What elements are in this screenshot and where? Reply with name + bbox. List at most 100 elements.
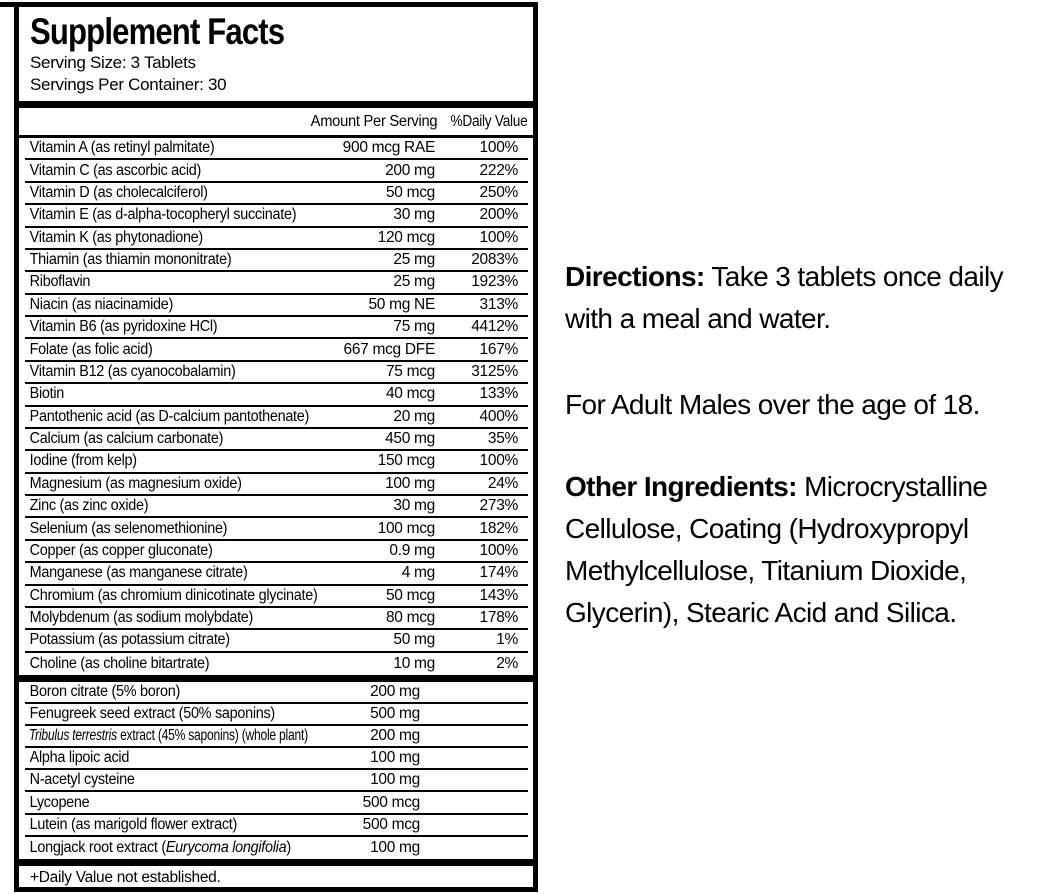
- daily-value: 273%: [479, 497, 519, 515]
- table-row: Magnesium (as magnesium oxide) 100 mg 24%: [25, 474, 528, 496]
- amount-value: 120 mcg: [377, 228, 436, 246]
- panel-title: Supplement Facts: [30, 11, 285, 52]
- amount-value: 450 mg: [385, 430, 435, 448]
- amount-value: 4 mg: [401, 564, 436, 582]
- table-row: Niacin (as niacinamide) 50 mg NE 313%: [25, 295, 528, 317]
- table-row: Vitamin C (as ascorbic acid) 200 mg 222%: [25, 160, 528, 183]
- nutrient-name: Vitamin E (as d-alpha-tocopheryl succina…: [29, 206, 297, 224]
- directions-paragraph: Directions: Take 3 tablets once daily wi…: [565, 256, 1051, 340]
- amount-value: 25 mg: [393, 251, 435, 269]
- amount-value: 100 mg: [385, 474, 435, 492]
- amount-value: 30 mg: [393, 497, 435, 515]
- top-edge-strip: [0, 2, 20, 7]
- nutrient-name: Thiamin (as thiamin mononitrate): [29, 251, 232, 269]
- nutrient-name: Vitamin K (as phytonadione): [29, 228, 204, 246]
- nutrient-name: Chromium (as chromium dinicotinate glyci…: [29, 586, 318, 604]
- daily-value: 3125%: [471, 362, 518, 380]
- table-row: Fenugreek seed extract (50% saponins) 500…: [25, 704, 528, 727]
- amount-value: 200 mg: [370, 727, 420, 745]
- directions-label: Directions:: [565, 261, 705, 292]
- column-header-daily-value: %Daily Value: [450, 113, 527, 130]
- nutrient-name: Lycopene: [29, 793, 90, 811]
- daily-value: 1923%: [471, 273, 518, 291]
- table-row: Vitamin B12 (as cyanocobalamin) 75 mcg 312…: [25, 362, 528, 385]
- table-row: Vitamin E (as d-alpha-tocopheryl succina…: [25, 205, 528, 228]
- daily-value: 222%: [479, 161, 519, 179]
- nutrient-name: Vitamin C (as ascorbic acid): [29, 161, 202, 179]
- table-row: Vitamin D (as cholecalciferol) 50 mcg 250%: [25, 183, 528, 206]
- amount-value: 30 mg: [393, 206, 435, 224]
- table-row: Biotin 40 mcg 133%: [25, 384, 528, 407]
- nutrient-name: Selenium (as selenomethionine): [29, 519, 228, 537]
- divider-bar-bottom: [19, 858, 533, 866]
- table-row: Pantothenic acid (as D-calcium pantothen…: [25, 407, 528, 429]
- amount-value: 200 mg: [385, 161, 435, 179]
- servings-per-container: Servings Per Container: 30: [30, 74, 227, 94]
- column-header-amount: Amount Per Serving: [310, 113, 437, 130]
- table-row: Calcium (as calcium carbonate) 450 mg 35%: [25, 429, 528, 452]
- table-row: Lutein (as marigold flower extract) 500 m…: [25, 815, 528, 837]
- daily-value: 178%: [479, 609, 519, 627]
- amount-value: 10 mg: [393, 654, 435, 672]
- table-row: N-acetyl cysteine 100 mg: [25, 770, 528, 793]
- nutrient-name: Vitamin B6 (as pyridoxine HCl): [29, 318, 218, 336]
- daily-value: 200%: [479, 206, 519, 224]
- table-row: Iodine (from kelp) 150 mcg 100%: [25, 451, 528, 474]
- audience-paragraph: For Adult Males over the age of 18.: [565, 389, 980, 420]
- other-ingredients-text: Microcrystalline Cellulose, Coating (Hyd…: [565, 471, 988, 628]
- amount-value: 500 mg: [370, 705, 420, 723]
- header-rule: [19, 135, 533, 138]
- amount-value: 500 mcg: [362, 793, 421, 811]
- amount-value: 50 mcg: [385, 183, 435, 201]
- blend-table: Boron citrate (5% boron) 200 mg Fenugreek …: [19, 682, 533, 859]
- table-row: Vitamin K (as phytonadione) 120 mcg 100%: [25, 228, 528, 250]
- nutrient-name: Fenugreek seed extract (50% saponins): [29, 705, 276, 723]
- nutrient-name: Tribulus terrestris extract (45% saponin…: [28, 727, 308, 745]
- table-row: Folate (as folic acid) 667 mcg DFE 167%: [25, 339, 528, 362]
- daily-value: 2%: [496, 654, 518, 672]
- table-row: Thiamin (as thiamin mononitrate) 25 mg 208…: [25, 250, 528, 273]
- supplement-facts-panel: Supplement Facts Serving Size: 3 Tablets…: [14, 2, 538, 892]
- daily-value: 100%: [479, 228, 519, 246]
- table-row: Boron citrate (5% boron) 200 mg: [25, 682, 528, 705]
- other-ingredients-paragraph: Other Ingredients: Microcrystalline Cell…: [565, 466, 1051, 634]
- daily-value: 1%: [496, 631, 518, 649]
- directions-text: Take 3 tablets once daily with a meal an…: [565, 261, 1004, 334]
- amount-value: 100 mg: [370, 838, 420, 856]
- daily-value: 24%: [487, 474, 518, 492]
- nutrient-table: Vitamin A (as retinyl palmitate) 900 mcg …: [19, 138, 533, 675]
- nutrient-name: Longjack root extract (Eurycoma longifol…: [29, 838, 292, 856]
- table-row: Vitamin A (as retinyl palmitate) 900 mcg …: [25, 138, 528, 161]
- nutrient-name: Lutein (as marigold flower extract): [29, 815, 238, 833]
- table-row: Riboflavin 25 mg 1923%: [25, 272, 528, 295]
- amount-value: 100 mcg: [377, 519, 436, 537]
- table-row: Zinc (as zinc oxide) 30 mg 273%: [25, 496, 528, 519]
- table-row: Potassium (as potassium citrate) 50 mg 1%: [25, 630, 528, 653]
- daily-value: 174%: [479, 564, 519, 582]
- nutrient-name: Biotin: [29, 385, 65, 403]
- daily-value-footnote: +Daily Value not established.: [30, 868, 221, 886]
- daily-value: 2083%: [471, 251, 518, 269]
- info-column: Directions: Take 3 tablets once daily wi…: [565, 256, 1051, 634]
- table-row: Longjack root extract (Eurycoma longifol…: [25, 837, 528, 859]
- amount-value: 50 mg: [393, 631, 435, 649]
- table-row: Copper (as copper gluconate) 0.9 mg 100%: [25, 541, 528, 564]
- amount-value: 50 mcg: [385, 586, 435, 604]
- nutrient-name: Boron citrate (5% boron): [29, 683, 181, 701]
- nutrient-name: Potassium (as potassium citrate): [29, 631, 230, 649]
- daily-value: 143%: [479, 586, 519, 604]
- nutrient-name: Manganese (as manganese citrate): [29, 564, 248, 582]
- nutrient-name: Folate (as folic acid): [29, 340, 153, 358]
- nutrient-name: Niacin (as niacinamide): [29, 295, 174, 313]
- amount-value: 20 mg: [393, 407, 435, 425]
- nutrient-name: Pantothenic acid (as D-calcium pantothen…: [29, 407, 310, 425]
- divider-bar-top: [19, 101, 533, 108]
- nutrient-name: Choline (as choline bitartrate): [29, 654, 210, 672]
- amount-value: 0.9 mg: [389, 541, 435, 559]
- amount-value: 80 mcg: [385, 609, 435, 627]
- table-row: Selenium (as selenomethionine) 100 mcg 182…: [25, 518, 528, 541]
- table-row: Molybdenum (as sodium molybdate) 80 mcg 17…: [25, 608, 528, 631]
- daily-value: 250%: [479, 183, 519, 201]
- amount-value: 40 mcg: [385, 385, 435, 403]
